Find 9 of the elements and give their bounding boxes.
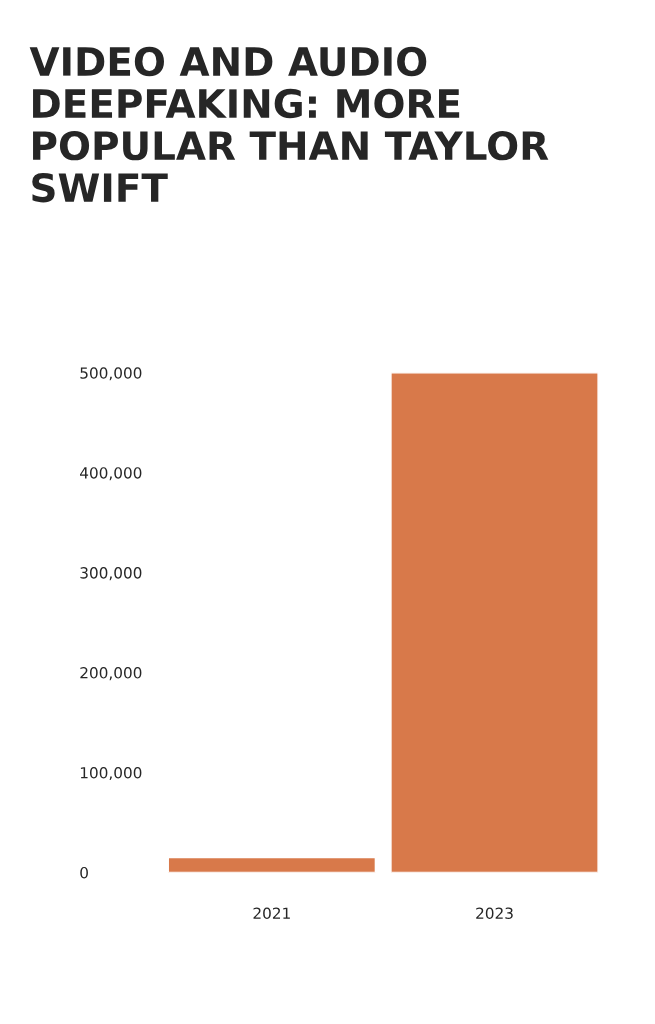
y-tick-label: 0 — [80, 866, 88, 879]
y-tick-label: 300,000 — [80, 567, 142, 581]
x-tick-label: 2021 — [253, 907, 290, 919]
y-tick-label: 100,000 — [80, 766, 142, 781]
y-tick-label: 200,000 — [80, 667, 142, 681]
x-tick-label: 2023 — [476, 907, 513, 919]
y-tick-label: 500,000 — [80, 367, 142, 381]
chart-title: VIDEO AND AUDIO DEEPFAKING: MORE POPULAR THAN TAYLOR SWIFT — [29, 46, 549, 203]
y-tick-label: 400,000 — [80, 467, 142, 481]
